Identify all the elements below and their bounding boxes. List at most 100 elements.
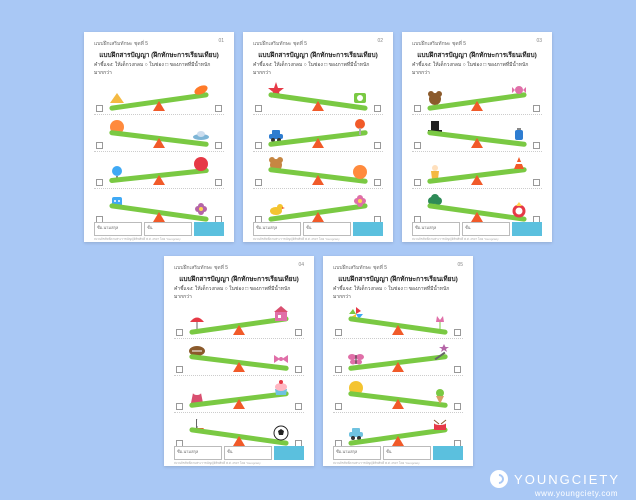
answer-checkbox-right[interactable] bbox=[533, 105, 540, 112]
answer-checkbox-right[interactable] bbox=[215, 142, 222, 149]
footer-name-field[interactable]: ชื่อ-นามสกุล bbox=[94, 222, 142, 236]
footer-class-field[interactable]: ชั้น bbox=[303, 222, 351, 236]
answer-checkbox-left[interactable] bbox=[96, 179, 103, 186]
seesaw-row bbox=[333, 305, 463, 339]
answer-checkbox-left[interactable] bbox=[96, 105, 103, 112]
seesaw-row bbox=[412, 118, 542, 152]
answer-checkbox-left[interactable] bbox=[335, 329, 342, 336]
seesaw-fulcrum bbox=[392, 362, 404, 372]
seesaw-fulcrum bbox=[312, 175, 324, 185]
object-right-icon bbox=[351, 89, 369, 107]
answer-checkbox-right[interactable] bbox=[374, 179, 381, 186]
answer-checkbox-right[interactable] bbox=[295, 329, 302, 336]
object-right-icon bbox=[351, 163, 369, 181]
seesaw-row bbox=[174, 305, 304, 339]
answer-checkbox-right[interactable] bbox=[374, 105, 381, 112]
worksheet-fineprint: สงวนลิขสิทธิ์ตามพระราชบัญญัติลิขสิทธิ์ พ… bbox=[412, 238, 542, 241]
answer-checkbox-right[interactable] bbox=[295, 403, 302, 410]
answer-checkbox-right[interactable] bbox=[454, 366, 461, 373]
answer-checkbox-right[interactable] bbox=[533, 142, 540, 149]
seesaw-row bbox=[333, 379, 463, 413]
seesaw-row bbox=[174, 416, 304, 450]
object-right-icon bbox=[431, 387, 449, 405]
object-right-icon bbox=[431, 342, 449, 360]
seesaw-fulcrum bbox=[153, 138, 165, 148]
seesaw-fulcrum bbox=[471, 212, 483, 222]
worksheet: แบบฝึกเสริมทักษะ ชุดที่ 5 05 แบบฝึกสารปั… bbox=[323, 256, 473, 466]
answer-checkbox-left[interactable] bbox=[414, 179, 421, 186]
answer-checkbox-right[interactable] bbox=[215, 105, 222, 112]
footer-class-field[interactable]: ชั้น bbox=[383, 446, 431, 460]
worksheet-header: แบบฝึกเสริมทักษะ ชุดที่ 5 bbox=[253, 40, 383, 48]
answer-checkbox-right[interactable] bbox=[295, 366, 302, 373]
seesaw-fulcrum bbox=[471, 101, 483, 111]
footer-name-field[interactable]: ชื่อ-นามสกุล bbox=[333, 446, 381, 460]
object-right-icon bbox=[192, 81, 210, 99]
seesaw-row bbox=[333, 416, 463, 450]
object-right-icon bbox=[510, 126, 528, 144]
answer-checkbox-left[interactable] bbox=[255, 142, 262, 149]
answer-checkbox-right[interactable] bbox=[454, 403, 461, 410]
answer-checkbox-left[interactable] bbox=[335, 403, 342, 410]
seesaw-fulcrum bbox=[312, 138, 324, 148]
answer-checkbox-right[interactable] bbox=[215, 179, 222, 186]
worksheet-footer: ชื่อ-นามสกุล ชั้น bbox=[333, 446, 463, 460]
seesaw-rows bbox=[412, 81, 542, 226]
worksheet-title: แบบฝึกสารปัญญา (ฝึกทักษะการเรียนเทียบ) bbox=[253, 50, 383, 60]
worksheet: แบบฝึกเสริมทักษะ ชุดที่ 5 03 แบบฝึกสารปั… bbox=[402, 32, 552, 242]
worksheet-pagenum: 01 bbox=[218, 38, 224, 44]
worksheet-title: แบบฝึกสารปัญญา (ฝึกทักษะการเรียนเทียบ) bbox=[94, 50, 224, 60]
answer-checkbox-left[interactable] bbox=[96, 142, 103, 149]
seesaw-row bbox=[94, 155, 224, 189]
answer-checkbox-left[interactable] bbox=[176, 403, 183, 410]
footer-brand-badge bbox=[433, 446, 463, 460]
answer-checkbox-right[interactable] bbox=[374, 142, 381, 149]
footer-name-field[interactable]: ชื่อ-นามสกุล bbox=[174, 446, 222, 460]
footer-brand-badge bbox=[512, 222, 542, 236]
brand-logo: YOUNGCIETY bbox=[490, 470, 620, 488]
answer-checkbox-left[interactable] bbox=[414, 142, 421, 149]
worksheet-fineprint: สงวนลิขสิทธิ์ตามพระราชบัญญัติลิขสิทธิ์ พ… bbox=[174, 462, 304, 465]
worksheet-pagenum: 02 bbox=[377, 38, 383, 44]
seesaw-rows bbox=[174, 305, 304, 450]
seesaw-fulcrum bbox=[153, 212, 165, 222]
worksheet-subtitle: คำชี้แจง: ให้เด็กวงกลม ○ ในช่อง □ ของภาพ… bbox=[174, 285, 304, 301]
footer-brand-badge bbox=[353, 222, 383, 236]
worksheet: แบบฝึกเสริมทักษะ ชุดที่ 5 01 แบบฝึกสารปั… bbox=[84, 32, 234, 242]
worksheet-fineprint: สงวนลิขสิทธิ์ตามพระราชบัญญัติลิขสิทธิ์ พ… bbox=[94, 238, 224, 241]
answer-checkbox-left[interactable] bbox=[176, 366, 183, 373]
answer-checkbox-left[interactable] bbox=[176, 329, 183, 336]
footer-class-field[interactable]: ชั้น bbox=[224, 446, 272, 460]
seesaw-row bbox=[253, 155, 383, 189]
seesaw-row bbox=[253, 118, 383, 152]
worksheet-fineprint: สงวนลิขสิทธิ์ตามพระราชบัญญัติลิขสิทธิ์ พ… bbox=[253, 238, 383, 241]
object-right-icon bbox=[431, 416, 449, 434]
answer-checkbox-left[interactable] bbox=[255, 105, 262, 112]
seesaw-rows bbox=[253, 81, 383, 226]
object-right-icon bbox=[272, 379, 290, 397]
object-right-icon bbox=[510, 200, 528, 218]
footer-name-field[interactable]: ชื่อ-นามสกุล bbox=[412, 222, 460, 236]
worksheet-pagenum: 03 bbox=[536, 38, 542, 44]
seesaw-row bbox=[333, 342, 463, 376]
object-right-icon bbox=[351, 118, 369, 136]
worksheet-footer: ชื่อ-นามสกุล ชั้น bbox=[94, 222, 224, 236]
footer-class-field[interactable]: ชั้น bbox=[144, 222, 192, 236]
answer-checkbox-left[interactable] bbox=[255, 179, 262, 186]
answer-checkbox-left[interactable] bbox=[335, 366, 342, 373]
seesaw-row bbox=[253, 192, 383, 226]
brand-name: YOUNGCIETY bbox=[514, 472, 620, 487]
seesaw-fulcrum bbox=[233, 436, 245, 446]
seesaw-row bbox=[412, 192, 542, 226]
seesaw-fulcrum bbox=[233, 399, 245, 409]
answer-checkbox-right[interactable] bbox=[533, 179, 540, 186]
seesaw-fulcrum bbox=[392, 325, 404, 335]
answer-checkbox-left[interactable] bbox=[414, 105, 421, 112]
seesaw-row bbox=[174, 342, 304, 376]
worksheet-pagenum: 04 bbox=[298, 262, 304, 268]
footer-class-field[interactable]: ชั้น bbox=[462, 222, 510, 236]
seesaw-fulcrum bbox=[312, 212, 324, 222]
footer-name-field[interactable]: ชื่อ-นามสกุล bbox=[253, 222, 301, 236]
seesaw-fulcrum bbox=[392, 399, 404, 409]
answer-checkbox-right[interactable] bbox=[454, 329, 461, 336]
